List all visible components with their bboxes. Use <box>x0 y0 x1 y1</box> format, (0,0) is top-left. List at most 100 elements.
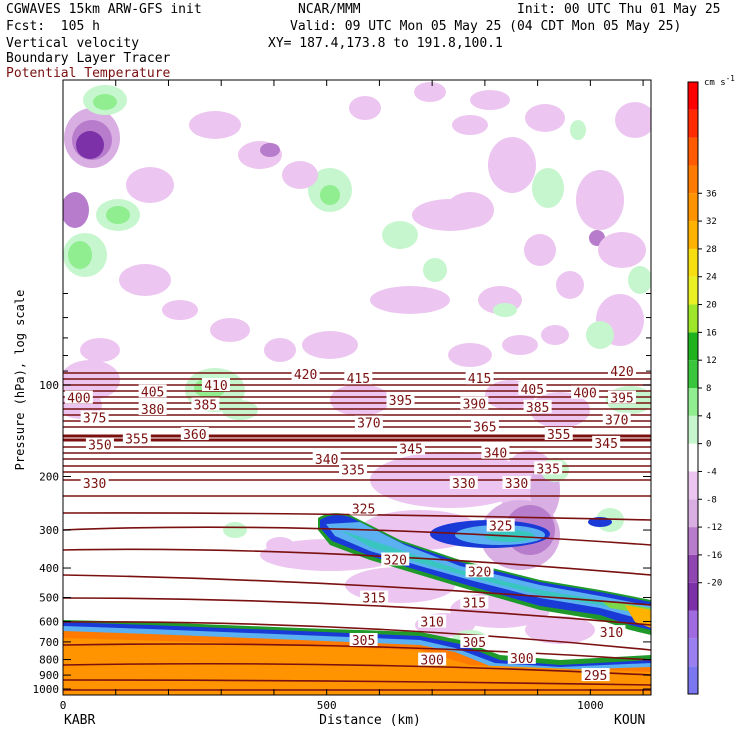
y-tick-label: 300 <box>39 524 59 537</box>
theta-label-background <box>201 378 230 391</box>
theta-label-background <box>507 650 536 664</box>
theta-label-background <box>607 390 636 404</box>
theta-contour-label: 395 <box>389 394 412 409</box>
theta-contour-label: 370 <box>357 417 380 432</box>
colorbar-tick-label: 12 <box>706 356 717 366</box>
field-label-vertical-velocity: Vertical velocity <box>6 36 140 51</box>
theta-contour-label: 330 <box>505 477 528 492</box>
colorbar-tick-label: 32 <box>706 217 717 227</box>
y-tick-label: 400 <box>39 562 59 575</box>
y-tick-label: 100 <box>39 379 59 392</box>
colorbar-swatch <box>688 638 698 667</box>
colorbar-tick-label: 8 <box>706 384 711 394</box>
y-tick-label: 700 <box>39 636 59 649</box>
theta-contour-labels: 420 415 410 405 400 375 380 385 395 390 415 405 385 4… <box>64 364 636 684</box>
theta-label-background <box>581 668 610 682</box>
theta-label-background <box>138 402 167 416</box>
x-axis: 0 500 1000 <box>60 80 644 712</box>
theta-contour-label: 380 <box>141 403 164 418</box>
theta-label-background <box>544 427 573 441</box>
colorbar-tick-label: -4 <box>706 467 717 477</box>
theta-label-background <box>460 595 489 609</box>
theta-contour-label: 305 <box>352 634 375 649</box>
theta-label-background <box>592 435 621 449</box>
theta-label-background <box>122 431 151 445</box>
colorbar-swatch <box>688 554 698 583</box>
theta-contour-label: 375 <box>83 412 106 427</box>
theta-contour-label: 320 <box>383 554 406 569</box>
colorbar-swatch <box>688 443 698 472</box>
colorbar-tick-label: 20 <box>706 301 717 311</box>
theta-label-background <box>349 633 378 647</box>
theta-label-background <box>80 410 109 424</box>
colorbar-swatch <box>688 193 698 222</box>
colorbar-tick-label: 4 <box>706 412 711 422</box>
theta-contour-label: 400 <box>67 392 90 407</box>
theta-contour-label: 420 <box>294 368 317 383</box>
colorbar-swatch <box>688 165 698 194</box>
init-time: Init: 00 UTC Thu 01 May 25 <box>517 2 721 17</box>
organization-label: NCAR/MMM <box>298 2 361 17</box>
x-tick-label: 0 <box>60 699 67 712</box>
field-label-boundary-layer-tracer: Boundary Layer Tracer <box>6 51 171 66</box>
model-title: CGWAVES 15km ARW-GFS init <box>6 2 202 17</box>
x-start-label: KABR <box>64 713 96 728</box>
theta-label-background <box>449 475 478 489</box>
colorbar-swatch <box>688 388 698 416</box>
theta-contour-label: 365 <box>473 421 496 436</box>
theta-contour-label: 355 <box>125 433 148 448</box>
theta-label-background <box>344 371 373 385</box>
theta-contour-label: 350 <box>88 439 111 454</box>
colorbar-swatch <box>688 248 698 277</box>
theta-label-background <box>64 390 93 404</box>
theta-contour-label: 385 <box>526 401 549 416</box>
colorbar-swatch <box>688 499 698 528</box>
theta-contour-label: 415 <box>468 372 491 387</box>
theta-label-background <box>397 441 426 455</box>
colorbar-swatch <box>688 304 698 333</box>
colorbar-tick-label: 28 <box>706 245 717 255</box>
x-end-label: KOUN <box>614 713 646 728</box>
theta-contour-label: 405 <box>141 385 164 400</box>
theta-contour-label: 310 <box>600 626 623 641</box>
theta-contour-label: 300 <box>510 652 533 667</box>
y-tick-label: 900 <box>39 669 59 682</box>
theta-contour-label: 420 <box>610 365 633 380</box>
y-tick-label: 600 <box>39 616 59 629</box>
theta-contour-label: 405 <box>521 383 544 398</box>
theta-label-background <box>460 634 489 648</box>
theta-contour-label: 300 <box>420 654 443 669</box>
theta-label-background <box>470 419 499 433</box>
theta-contour-label: 400 <box>573 387 596 402</box>
colorbar-swatch <box>688 360 698 388</box>
plot-frame <box>62 79 652 696</box>
theta-label-background <box>354 415 383 429</box>
theta-label-background <box>465 564 494 578</box>
theta-contour-label: 345 <box>594 437 617 452</box>
colorbar-swatch <box>688 221 698 249</box>
theta-contour-label: 385 <box>194 399 217 414</box>
colorbar-swatch <box>688 610 698 639</box>
theta-contour-label: 325 <box>489 520 512 535</box>
upper-wave-pattern <box>63 82 651 367</box>
colorbar-tick-label: 24 <box>706 273 717 283</box>
theta-label-background <box>486 518 515 532</box>
theta-label-background <box>597 625 626 639</box>
theta-label-background <box>291 366 320 380</box>
theta-contour-label: 340 <box>315 453 338 468</box>
cross-section-endpoints: XY= 187.4,173.8 to 191.8,100.1 <box>268 36 503 51</box>
theta-contour-label: 315 <box>463 597 486 612</box>
theta-label-background <box>138 384 167 398</box>
y-tick-label: 1000 <box>33 683 60 696</box>
field-label-potential-temperature: Potential Temperature <box>6 66 171 81</box>
theta-contour-label: 355 <box>547 428 570 443</box>
theta-contour-label: 395 <box>610 392 633 407</box>
theta-label-background <box>349 501 378 515</box>
theta-label-background <box>80 475 109 489</box>
colorbar-swatch <box>688 109 698 138</box>
colorbar-tick-label: 16 <box>706 328 717 338</box>
theta-label-background <box>85 437 114 451</box>
x-tick-label: 1000 <box>577 699 604 712</box>
